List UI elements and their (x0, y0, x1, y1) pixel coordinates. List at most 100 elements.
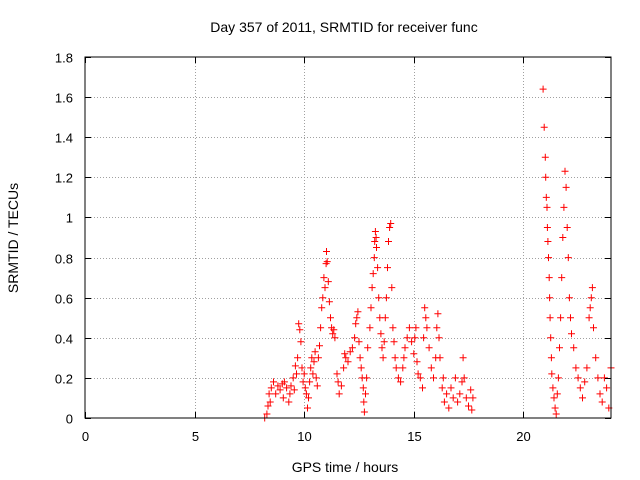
data-point (563, 224, 571, 231)
data-point (317, 324, 325, 332)
data-point (587, 294, 595, 302)
data-point (294, 354, 302, 362)
data-point (329, 330, 337, 338)
data-point (334, 378, 342, 386)
data-point (270, 378, 277, 386)
data-point (458, 378, 466, 386)
y-tick-label: 1 (66, 211, 73, 226)
data-point (296, 326, 304, 334)
data-point (592, 354, 600, 362)
data-point (353, 314, 361, 322)
y-tick-label: 1.8 (55, 51, 73, 66)
x-tick-label: 10 (297, 429, 311, 444)
data-point (583, 364, 591, 372)
data-point (568, 330, 575, 338)
data-point (403, 334, 411, 342)
data-point (298, 364, 306, 372)
data-point (360, 408, 368, 416)
data-point (265, 390, 273, 398)
data-point (545, 274, 553, 282)
data-point (309, 370, 317, 378)
data-point (548, 370, 556, 378)
data-point (411, 334, 419, 342)
data-point (323, 258, 331, 266)
data-point (321, 284, 329, 292)
data-point (320, 274, 328, 282)
data-point (416, 374, 424, 382)
data-point (435, 334, 443, 342)
data-point (460, 374, 468, 382)
data-point (565, 294, 573, 302)
data-point (302, 390, 310, 398)
data-point (316, 342, 323, 350)
data-point (263, 410, 271, 418)
data-point (267, 384, 275, 392)
data-point (451, 374, 459, 382)
data-point (400, 354, 408, 362)
y-tick-label: 0.8 (55, 252, 73, 267)
data-point (377, 330, 385, 338)
data-point (386, 224, 394, 231)
data-point (359, 384, 367, 392)
data-point (439, 374, 447, 382)
data-point (447, 384, 455, 392)
data-point (327, 314, 334, 322)
data-point (319, 294, 327, 302)
data-point (373, 244, 380, 251)
data-point (581, 378, 589, 386)
data-point (554, 374, 562, 382)
data-point (342, 354, 350, 362)
data-point (546, 314, 554, 322)
data-point (546, 294, 554, 302)
y-tick-label: 1.6 (55, 91, 73, 106)
y-tick-label: 1.4 (55, 131, 73, 146)
data-point (311, 348, 319, 356)
data-point (542, 193, 550, 201)
data-point (454, 398, 462, 406)
data-point (380, 338, 388, 346)
data-point (449, 394, 457, 402)
data-point (305, 394, 312, 402)
data-point (468, 406, 476, 414)
data-point (549, 384, 557, 392)
data-point (545, 254, 552, 262)
data-point (467, 386, 475, 394)
data-point (352, 320, 360, 328)
data-point (318, 304, 326, 312)
data-point (378, 344, 386, 352)
data-point (391, 354, 399, 362)
data-point (567, 314, 574, 322)
data-point (590, 324, 597, 332)
data-point (331, 334, 339, 342)
data-point (314, 354, 322, 362)
data-point (425, 344, 433, 352)
data-point (287, 382, 295, 390)
x-tick-label: 15 (407, 429, 421, 444)
data-point (304, 404, 311, 412)
data-point (363, 374, 371, 382)
data-point (301, 384, 309, 392)
data-point (272, 390, 280, 398)
plot-frame (84, 56, 612, 419)
data-point (375, 294, 383, 302)
data-point (445, 404, 453, 412)
data-point (300, 370, 308, 378)
data-point (348, 344, 356, 352)
x-axis-label: GPS time / hours (292, 459, 399, 475)
data-points (261, 85, 615, 422)
axis-ticks: 0 0.2 0.4 0.6 0.8 1 1.2 1.4 1.6 1.8 0 5 10 15 20 (55, 51, 611, 444)
data-point (585, 314, 593, 322)
data-point (427, 364, 435, 372)
data-point (370, 254, 378, 262)
data-point (297, 338, 305, 346)
data-point (346, 348, 354, 356)
data-point (440, 398, 448, 406)
y-axis-label: SRMTID / TECUs (5, 183, 21, 293)
data-point (420, 334, 428, 342)
data-point (360, 398, 368, 406)
data-point (572, 364, 580, 372)
data-point (264, 402, 272, 410)
data-point (552, 410, 560, 418)
